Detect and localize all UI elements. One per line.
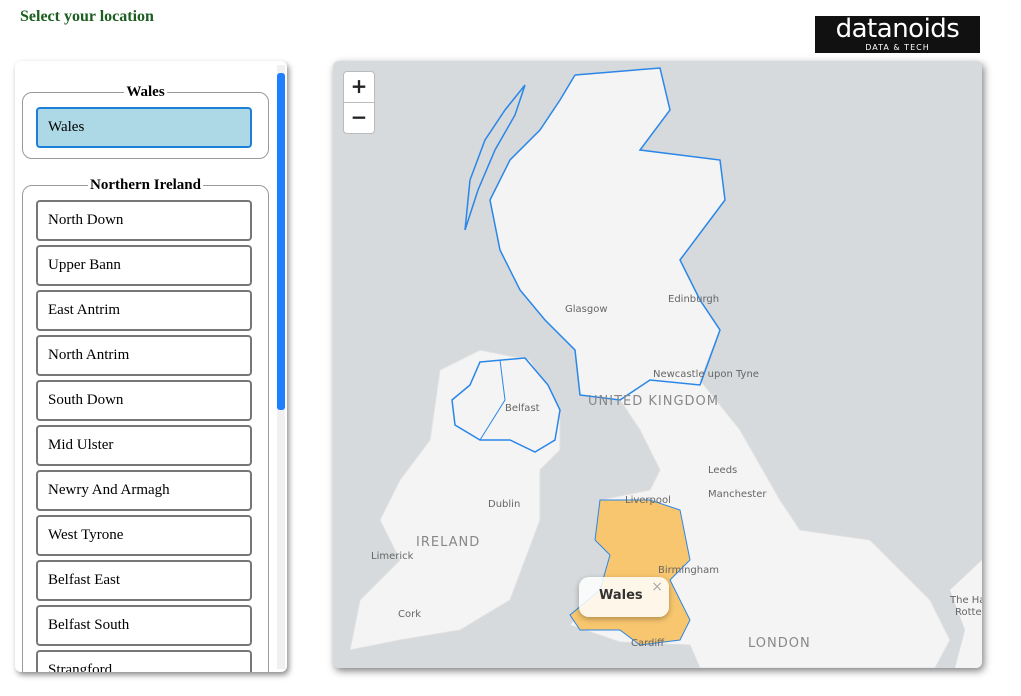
scotland-outline	[489, 67, 726, 401]
land-continent	[950, 560, 982, 668]
map-label: Newcastle upon Tyne	[653, 369, 759, 380]
map-label: LONDON	[748, 636, 811, 651]
map-label: Cork	[398, 609, 422, 620]
map-label: Leeds	[708, 465, 738, 476]
map-label: Edinburgh	[668, 294, 720, 305]
group-legend: Wales	[126, 84, 165, 100]
map-label: Cardiff	[631, 638, 665, 649]
location-group: Wales Wales	[22, 84, 269, 159]
map-label: Belfast	[505, 403, 540, 414]
group-legend: Northern Ireland	[90, 177, 201, 193]
location-button[interactable]: South Down	[36, 380, 252, 421]
location-button[interactable]: North Antrim	[36, 335, 252, 376]
location-panel: Wales Wales Northern Ireland North Down Uppe…	[15, 61, 287, 672]
location-button[interactable]: Strangford	[36, 650, 252, 672]
ni-borders	[479, 359, 506, 441]
map-label: Rotterdam	[955, 607, 982, 618]
map-label: Glasgow	[565, 304, 608, 315]
map-label: UNITED KINGDOM	[588, 394, 719, 409]
logo-tagline: DATA & TECH	[865, 43, 930, 52]
map-label: Limerick	[371, 551, 414, 562]
popup-title: Wales	[599, 588, 643, 603]
scrollbar[interactable]	[277, 65, 285, 669]
location-button[interactable]: Belfast East	[36, 560, 252, 601]
page-title: Select your location	[20, 8, 154, 25]
northern-ireland-outline	[451, 357, 561, 453]
logo-name: datanoids	[835, 14, 960, 44]
logo: datanoids DATA & TECH	[815, 16, 980, 53]
map-label: The Hague	[950, 595, 982, 606]
location-list: Wales Wales Northern Ireland North Down Uppe…	[22, 61, 269, 672]
location-button[interactable]: Upper Bann	[36, 245, 252, 286]
location-group: Northern Ireland North Down Upper Bann East…	[22, 177, 269, 672]
location-button[interactable]: West Tyrone	[36, 515, 252, 556]
map-label: Manchester	[708, 489, 767, 500]
location-button[interactable]: Wales	[36, 107, 252, 148]
popup-close[interactable]: ×	[651, 579, 663, 595]
map[interactable]: + − Edinburgh Glasgow Newcastle upon Tyne U…	[333, 61, 982, 668]
land-gb	[489, 67, 951, 668]
map-label: Liverpool	[625, 495, 671, 506]
zoom-out[interactable]: −	[343, 102, 375, 134]
location-button[interactable]: Belfast South	[36, 605, 252, 646]
map-popup: Wales ×	[579, 577, 669, 617]
scroll-thumb[interactable]	[277, 73, 285, 410]
hebrides-outline	[464, 84, 526, 231]
zoom-in[interactable]: +	[343, 71, 375, 103]
location-button[interactable]: East Antrim	[36, 290, 252, 331]
location-button[interactable]: Newry And Armagh	[36, 470, 252, 511]
map-label: IRELAND	[416, 535, 481, 550]
location-button[interactable]: North Down	[36, 200, 252, 241]
map-label: Dublin	[488, 499, 521, 510]
map-label: Birmingham	[658, 565, 719, 576]
location-button[interactable]: Mid Ulster	[36, 425, 252, 466]
